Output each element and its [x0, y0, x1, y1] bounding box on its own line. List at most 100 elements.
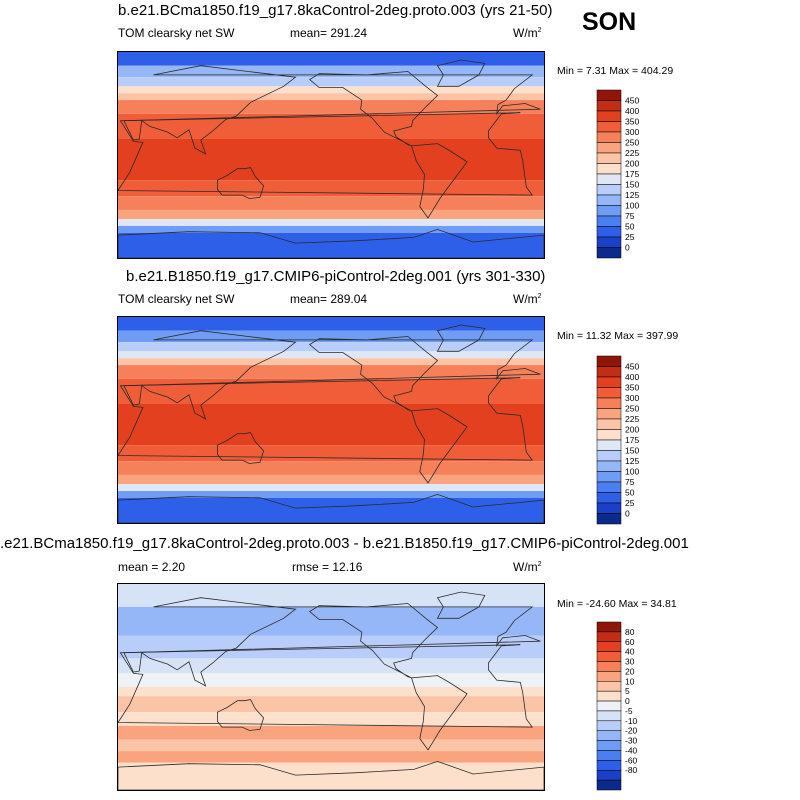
panel-1-title: b.e21.BCma1850.f19_g17.8kaControl-2deg.p… [118, 2, 553, 19]
panel-2-colorbar-swatch-9 [596, 450, 622, 462]
panel-3-colorbar-swatch-4 [596, 661, 622, 672]
panel-1-colorbar-label-9: 125 [625, 190, 639, 200]
panel-1-band-9 [118, 196, 544, 210]
panel-2-variable: TOM clearsky net SW [118, 292, 235, 306]
panel-2-band-3 [118, 351, 544, 359]
coastline-australia [217, 167, 265, 199]
panel-1-colorbar-label-14: 0 [625, 243, 630, 253]
coastline-eurasia [123, 65, 541, 155]
panel-2-band-10 [118, 474, 544, 485]
panel-1-mean: mean= 291.24 [290, 26, 368, 40]
panel-3-minmax: Min = -24.60 Max = 34.81 [557, 598, 677, 610]
panel-2-colorbar-swatch-13 [596, 492, 622, 504]
panel-2-minmax: Min = 11.32 Max = 397.99 [557, 330, 679, 342]
panel-1-colorbar-label-13: 25 [625, 232, 635, 242]
panel-2-band-9 [118, 461, 544, 475]
coastline-africa [118, 377, 533, 461]
panel-3-colorbar-swatch-10 [596, 720, 622, 731]
panel-3-colorbar-swatch-7 [596, 690, 622, 702]
panel-1-colorbar-swatch-8 [596, 173, 622, 185]
panel-3-mean: mean = 2.20 [118, 560, 186, 574]
panel-2-colorbar-label-8: 150 [625, 446, 639, 456]
panel-1-colorbar-swatch-14 [596, 236, 622, 248]
panel-1-band-10 [118, 209, 544, 220]
panel-1-band-12 [118, 225, 544, 233]
panel-3-colorbar-label-12: -40 [625, 745, 638, 755]
panel-1-band-1 [118, 65, 544, 78]
panel-1-colorbar-swatch-7 [596, 163, 622, 175]
panel-3-colorbar-label-1: 60 [625, 637, 635, 647]
panel-3-colorbar-label-11: -30 [625, 736, 638, 746]
panel-2-colorbar-swatch-7 [596, 429, 622, 441]
panel-1-colorbar-swatch-12 [596, 215, 622, 227]
coastline-north-america [309, 603, 439, 679]
panel-2-band-11 [118, 484, 544, 491]
panel-2-colorbar-label-12: 50 [625, 488, 635, 498]
panel-3-units: W/m2 [513, 560, 542, 574]
panel-1-colorbar-label-7: 175 [625, 169, 639, 179]
panel-2-colorbar-swatch-14 [596, 502, 622, 514]
panel-1-colorbar-swatch-10 [596, 194, 622, 206]
panel-1-band-3 [118, 86, 544, 94]
coastline-eurasia [123, 330, 541, 420]
panel-2-colorbar-label-5: 225 [625, 414, 639, 424]
coastline-north-america [309, 336, 439, 412]
panel-2-map [117, 316, 545, 524]
panel-1-colorbar-label-12: 50 [625, 222, 635, 232]
panel-3-colorbar-swatch-0 [596, 621, 622, 633]
panel-2-band-6 [118, 378, 544, 404]
coastline-south-america [410, 408, 468, 484]
panel-2-units: W/m2 [513, 292, 542, 306]
panel-1-colorbar-label-1: 400 [625, 106, 639, 116]
panel-1-colorbar-label-2: 350 [625, 117, 639, 127]
panel-1-colorbar-swatch-5 [596, 142, 622, 154]
panel-2-mean: mean= 289.04 [290, 292, 368, 306]
panel-2-colorbar-label-9: 125 [625, 456, 639, 466]
panel-3-band-9 [118, 739, 544, 752]
panel-1-colorbar-label-0: 450 [625, 96, 639, 106]
panel-1-colorbar-swatch-2 [596, 110, 622, 122]
panel-3-colorbar-swatch-6 [596, 681, 622, 692]
panel-2-colorbar-label-10: 100 [625, 467, 639, 477]
panel-1-colorbar-label-8: 150 [625, 180, 639, 190]
panel-3-colorbar-swatch-13 [596, 750, 622, 761]
panel-3-colorbar-label-2: 40 [625, 647, 635, 657]
panel-1-band-5 [118, 100, 544, 114]
coastline-antarctica [118, 760, 544, 790]
panel-1-colorbar-label-5: 225 [625, 148, 639, 158]
panel-3-colorbar-label-5: 10 [625, 676, 635, 686]
panel-1-minmax: Min = 7.31 Max = 404.29 [557, 65, 674, 77]
panel-3-colorbar-label-10: -20 [625, 726, 638, 736]
panel-2-band-5 [118, 365, 544, 379]
panel-3-band-8 [118, 725, 544, 740]
season-label: SON [582, 8, 637, 36]
panel-2-colorbar-label-4: 250 [625, 404, 639, 414]
panel-1-colorbar-label-6: 200 [625, 159, 639, 169]
panel-3-band-1 [118, 606, 544, 636]
panel-2-colorbar-label-6: 200 [625, 425, 639, 435]
panel-1-colorbar-label-4: 250 [625, 138, 639, 148]
panel-3-band-0 [118, 584, 544, 607]
panel-1-colorbar-label-3: 300 [625, 127, 639, 137]
panel-1-colorbar-swatch-1 [596, 100, 622, 112]
panel-3-colorbar-label-14: -80 [625, 765, 638, 775]
panel-2-band-13 [118, 497, 544, 523]
panel-3-colorbar-swatch-2 [596, 641, 622, 652]
panel-3-colorbar-label-9: -10 [625, 716, 638, 726]
panel-2-band-2 [118, 342, 544, 352]
coastline-south-america [410, 143, 468, 219]
panel-1-band-11 [118, 219, 544, 226]
panel-2-colorbar-swatch-4 [596, 397, 622, 409]
panel-3-colorbar-swatch-16 [596, 779, 622, 791]
panel-3-colorbar-label-13: -60 [625, 755, 638, 765]
panel-3-colorbar-swatch-11 [596, 730, 622, 741]
panel-1-colorbar-label-10: 100 [625, 201, 639, 211]
panel-2-colorbar-swatch-12 [596, 481, 622, 493]
panel-2-colorbar-label-11: 75 [625, 477, 635, 487]
panel-3-band-4 [118, 673, 544, 687]
panel-3-colorbar-label-7: 0 [625, 696, 630, 706]
coastline-eurasia [123, 597, 541, 687]
panel-3-colorbar-label-6: 5 [625, 686, 630, 696]
panel-2-colorbar-label-14: 0 [625, 509, 630, 519]
panel-2-colorbar-label-2: 350 [625, 383, 639, 393]
